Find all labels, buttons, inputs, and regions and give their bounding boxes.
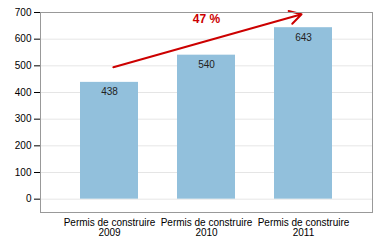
svg-text:700: 700 xyxy=(15,7,32,18)
svg-text:438: 438 xyxy=(101,86,118,97)
svg-text:100: 100 xyxy=(15,167,32,178)
svg-text:540: 540 xyxy=(198,59,215,70)
svg-text:643: 643 xyxy=(295,32,312,43)
svg-text:Permis de construire2011: Permis de construire2011 xyxy=(258,217,350,238)
svg-text:600: 600 xyxy=(15,33,32,44)
svg-text:47 %: 47 % xyxy=(193,12,221,26)
svg-text:Permis de construire2010: Permis de construire2010 xyxy=(161,217,253,238)
svg-text:500: 500 xyxy=(15,60,32,71)
svg-text:200: 200 xyxy=(15,140,32,151)
svg-text:300: 300 xyxy=(15,113,32,124)
svg-text:Permis de construire2009: Permis de construire2009 xyxy=(64,217,156,238)
svg-text:400: 400 xyxy=(15,87,32,98)
svg-text:0: 0 xyxy=(26,193,32,204)
